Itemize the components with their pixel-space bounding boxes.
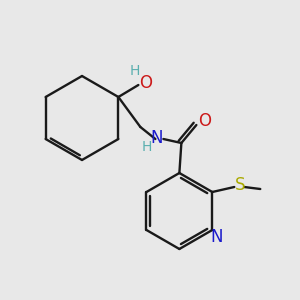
Text: N: N (150, 129, 163, 147)
Text: S: S (235, 176, 245, 194)
Text: H: H (129, 64, 140, 78)
Text: O: O (139, 74, 152, 92)
Text: N: N (210, 228, 223, 246)
Text: H: H (141, 140, 152, 154)
Text: O: O (198, 112, 211, 130)
